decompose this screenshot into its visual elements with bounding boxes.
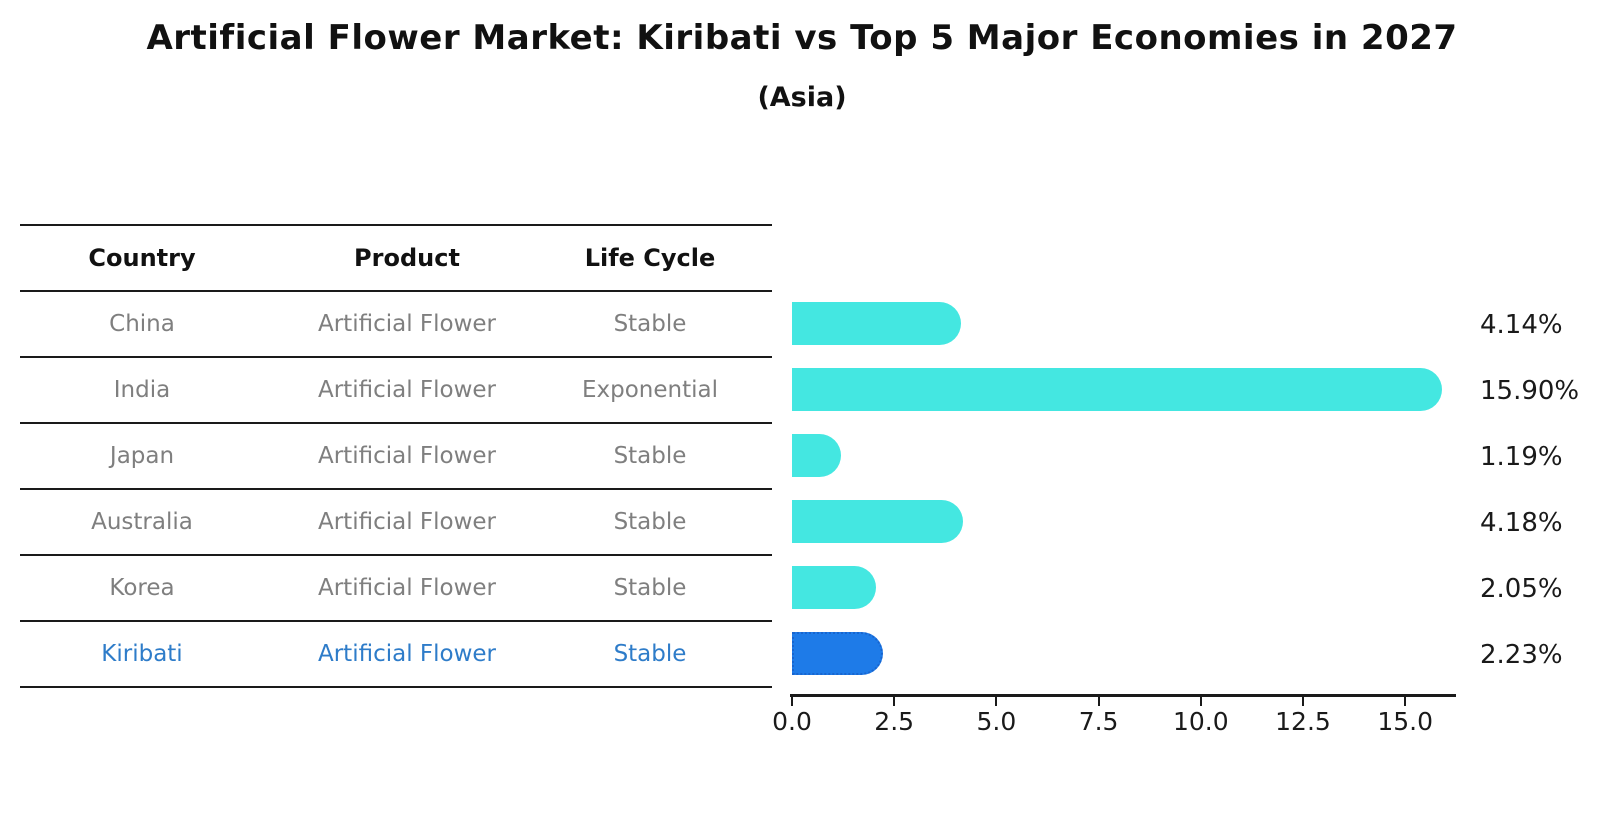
bar-value-label: 4.14%	[1480, 310, 1563, 340]
table-row: Korea Artificial Flower Stable	[20, 556, 772, 622]
x-axis-tick-label: 2.5	[874, 707, 915, 736]
table-row: Japan Artificial Flower Stable	[20, 424, 772, 490]
country-table: Country Product Life Cycle China Artific…	[20, 224, 772, 688]
bar-value-label: 15.90%	[1480, 376, 1580, 406]
chart-subtitle: (Asia)	[757, 82, 847, 113]
bar	[792, 367, 1442, 411]
cell-product: Artificial Flower	[317, 377, 497, 403]
table-header-row: Country Product Life Cycle	[20, 226, 772, 292]
cell-life-cycle: Stable	[613, 443, 687, 469]
bar	[792, 433, 841, 477]
x-axis-tick	[1302, 696, 1304, 706]
header-country: Country	[88, 244, 196, 272]
cell-life-cycle: Stable	[613, 311, 687, 337]
x-axis-tick-label: 0.0	[772, 707, 812, 736]
cell-product: Artificial Flower	[317, 575, 497, 601]
cell-product: Artificial Flower	[317, 311, 497, 337]
cell-product: Artificial Flower	[317, 443, 497, 469]
cell-country: Korea	[109, 575, 175, 601]
table-row: Australia Artificial Flower Stable	[20, 490, 772, 556]
x-axis-tick-label: 12.5	[1275, 707, 1331, 736]
cell-country: China	[109, 311, 175, 337]
x-axis-tick	[1097, 696, 1100, 706]
x-axis-tick-label: 10.0	[1172, 707, 1229, 736]
table-row: Kiribati Artificial Flower Stable	[20, 622, 772, 688]
cell-life-cycle: Exponential	[581, 377, 718, 403]
cell-life-cycle: Stable	[613, 575, 687, 601]
x-axis-tick	[893, 696, 896, 706]
cell-country: Japan	[109, 443, 175, 469]
cell-life-cycle: Stable	[613, 509, 687, 535]
x-axis-tick	[1199, 696, 1202, 706]
bar-value-label: 2.23%	[1480, 640, 1563, 670]
x-axis-line	[790, 694, 1456, 697]
cell-product: Artificial Flower	[317, 641, 497, 667]
x-axis-tick	[1404, 696, 1407, 706]
header-product: Product	[354, 244, 460, 272]
cell-product: Artificial Flower	[317, 509, 497, 535]
x-axis-tick	[995, 696, 998, 706]
bar	[792, 631, 884, 675]
cell-life-cycle: Stable	[613, 641, 687, 667]
bar	[792, 565, 876, 609]
cell-country: Kiribati	[101, 641, 183, 667]
x-axis-tick-label: 15.0	[1377, 707, 1434, 736]
x-axis-tick-label: 5.0	[976, 707, 1017, 736]
x-axis-tick	[791, 696, 793, 706]
table-body: China Artificial Flower Stable India Art…	[20, 292, 772, 688]
header-life-cycle: Life Cycle	[584, 244, 716, 272]
x-axis-tick-label: 7.5	[1078, 707, 1119, 736]
table-row: India Artificial Flower Exponential	[20, 358, 772, 424]
bar	[792, 499, 963, 543]
bar-value-label: 2.05%	[1480, 574, 1563, 604]
bar	[792, 301, 962, 345]
cell-country: Australia	[91, 509, 193, 535]
chart-title: Artificial Flower Market: Kiribati vs To…	[146, 18, 1458, 58]
table-row: China Artificial Flower Stable	[20, 292, 772, 358]
bar-value-label: 4.18%	[1480, 508, 1563, 538]
bar-value-label: 1.19%	[1480, 442, 1563, 472]
cell-country: India	[113, 377, 171, 403]
